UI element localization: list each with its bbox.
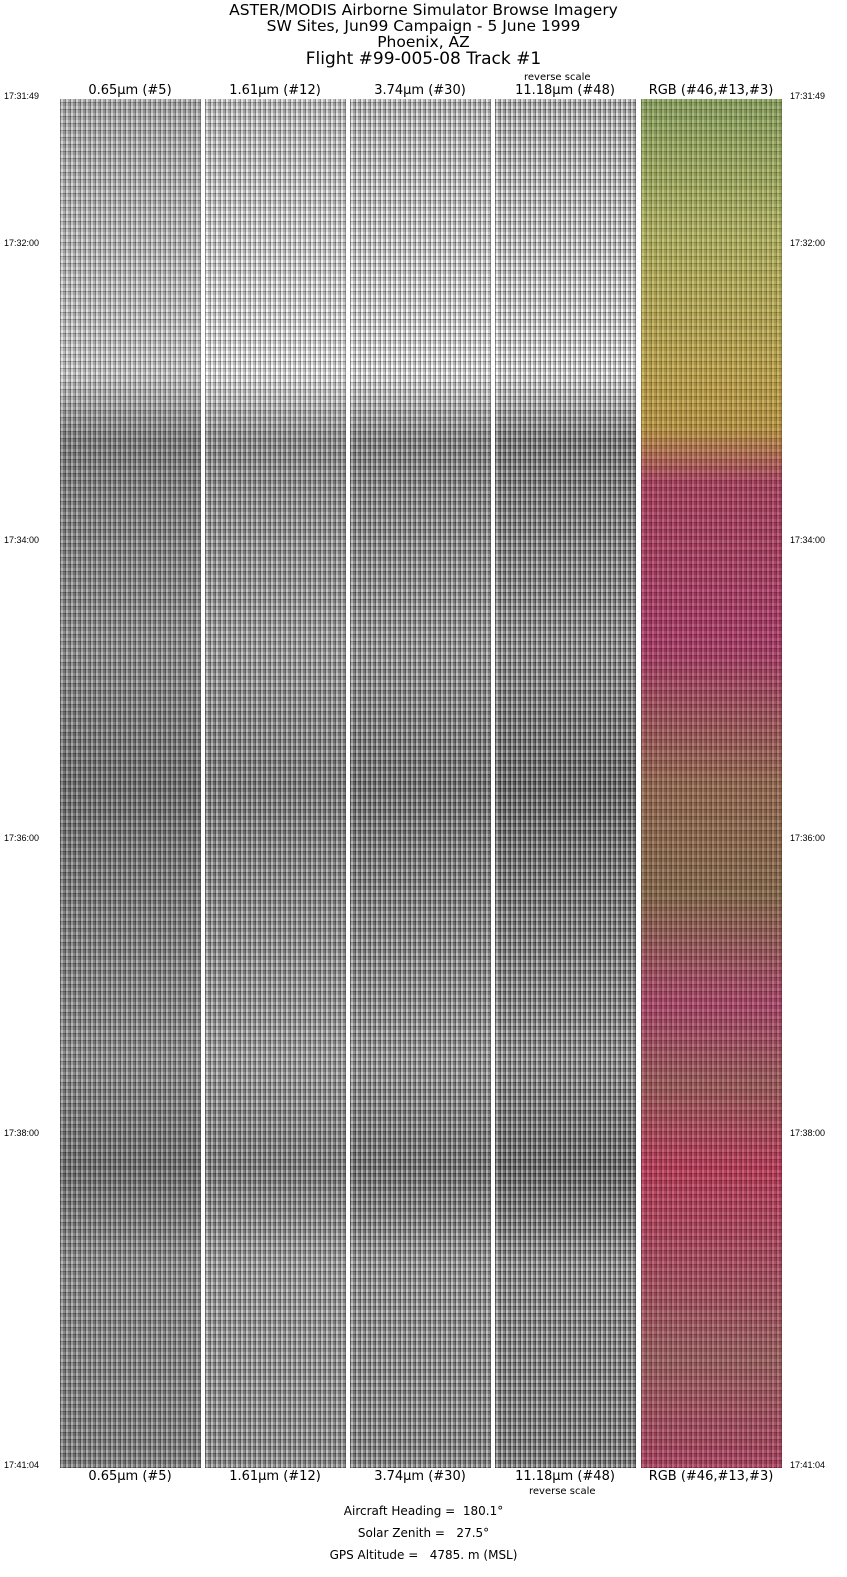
time-left-5: 17:38:00: [4, 1128, 40, 1138]
time-right-3: 17:34:00: [790, 535, 826, 545]
time-left-1: 17:31:49: [4, 91, 40, 101]
flight-parameters: Aircraft Heading = 180.1° Solar Zenith =…: [0, 1500, 847, 1566]
image-panel-0-65um: [60, 99, 201, 1468]
time-right-5: 17:38:00: [790, 1128, 826, 1138]
reverse-scale-note-top: reverse scale: [524, 72, 591, 83]
title-line-4: Flight #99-005-08 Track #1: [305, 49, 542, 69]
title-line-3: Phoenix, AZ: [377, 33, 470, 51]
solar-zenith: Solar Zenith = 27.5°: [357, 1526, 490, 1540]
time-right-1: 17:31:49: [790, 91, 826, 101]
band-label-bottom-5: RGB (#46,#13,#3): [648, 1469, 774, 1484]
time-right-2: 17:32:00: [790, 238, 826, 248]
band-label-top-3: 3.74µm (#30): [374, 83, 466, 98]
band-label-bottom-1: 0.65µm (#5): [88, 1469, 172, 1484]
image-panel-rgb: [641, 99, 782, 1468]
band-label-top-5: RGB (#46,#13,#3): [648, 83, 774, 98]
figure-title: ASTER/MODIS Airborne Simulator Browse Im…: [0, 2, 847, 68]
aircraft-heading: Aircraft Heading = 180.1°: [343, 1504, 504, 1518]
image-panel-11-18um: [495, 99, 636, 1468]
band-label-top-1: 0.65µm (#5): [88, 83, 172, 98]
band-label-bottom-3: 3.74µm (#30): [374, 1469, 466, 1484]
time-left-4: 17:36:00: [4, 833, 40, 843]
band-label-bottom-2: 1.61µm (#12): [229, 1469, 321, 1484]
band-label-bottom-4: 11.18µm (#48): [515, 1469, 615, 1484]
gps-altitude: GPS Altitude = 4785. m (MSL): [329, 1548, 518, 1562]
title-line-2: SW Sites, Jun99 Campaign - 5 June 1999: [266, 17, 581, 35]
image-panel-3-74um: [350, 99, 491, 1468]
reverse-scale-note-bottom: reverse scale: [529, 1486, 596, 1497]
band-label-top-4: 11.18µm (#48): [515, 83, 615, 98]
image-panel-1-61um: [205, 99, 346, 1468]
band-label-top-2: 1.61µm (#12): [229, 83, 321, 98]
time-left-2: 17:32:00: [4, 238, 40, 248]
time-right-4: 17:36:00: [790, 833, 826, 843]
time-right-6: 17:41:04: [790, 1460, 826, 1470]
time-left-6: 17:41:04: [4, 1460, 40, 1470]
time-left-3: 17:34:00: [4, 535, 40, 545]
title-line-1: ASTER/MODIS Airborne Simulator Browse Im…: [229, 1, 618, 19]
